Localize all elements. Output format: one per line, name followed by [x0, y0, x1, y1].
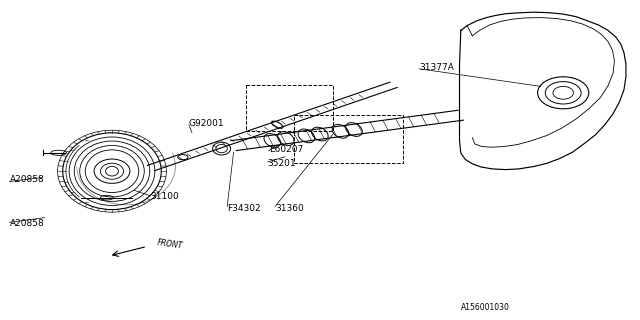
Text: 31360: 31360 [275, 204, 304, 212]
Bar [246, 85, 333, 131]
Bar [294, 115, 403, 163]
Text: A20858: A20858 [10, 219, 44, 228]
Text: A156001030: A156001030 [461, 303, 509, 312]
Text: G92001: G92001 [189, 119, 225, 128]
Text: 35201: 35201 [268, 159, 296, 168]
Text: E60207: E60207 [269, 145, 303, 154]
Text: 31100: 31100 [150, 192, 179, 201]
Text: A20858: A20858 [10, 175, 44, 184]
Text: FRONT: FRONT [157, 238, 184, 251]
Text: 31377A: 31377A [419, 63, 454, 72]
Text: F34302: F34302 [227, 204, 261, 212]
